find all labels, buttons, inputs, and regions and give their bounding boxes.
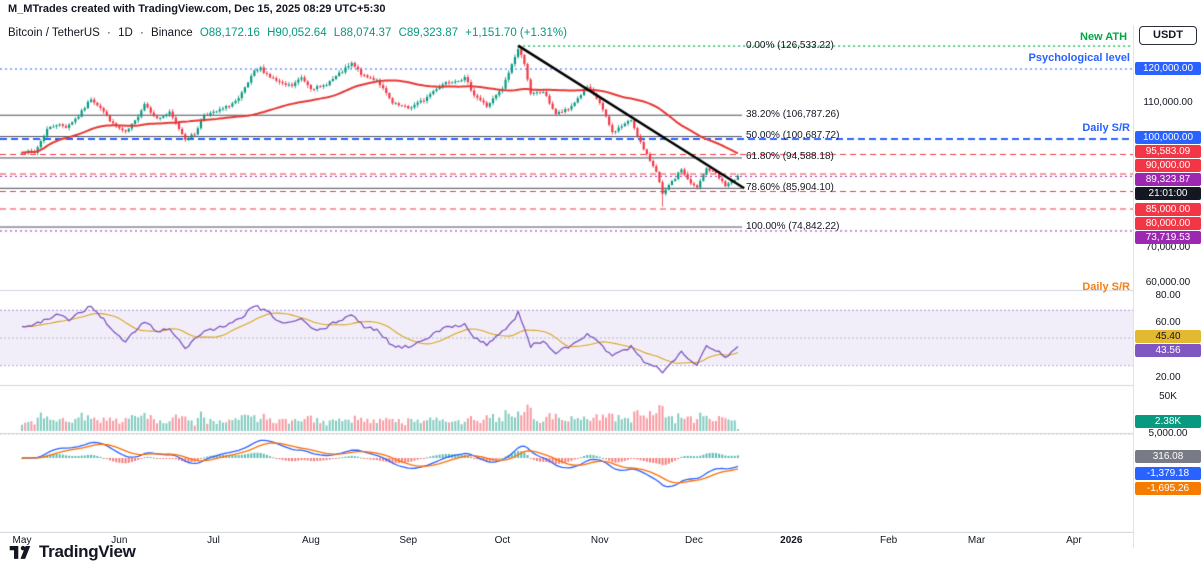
- time-axis-label: 2026: [780, 535, 803, 546]
- watermark-text: M_MTrades created with TradingView.com, …: [8, 3, 386, 15]
- fib-level-label: 50.00% (100,687.72): [746, 130, 840, 142]
- daily-sr-label: Daily S/R: [1082, 122, 1130, 134]
- time-axis-label: Nov: [590, 535, 609, 546]
- time-axis-label: Aug: [301, 535, 320, 546]
- axis-tick-label: 50K: [1159, 391, 1177, 402]
- fib-level-label: 78.60% (85,904.10): [746, 181, 834, 193]
- axis-tick-label: 110,000.00: [1143, 97, 1193, 108]
- axis-tick-label: 60.00: [1155, 317, 1181, 328]
- axis-price-badge: 95,583.09: [1135, 145, 1201, 158]
- time-axis-label: May: [12, 535, 32, 546]
- axis-price-badge: 21:01:00: [1135, 187, 1201, 200]
- axis-price-badge: 45.40: [1135, 330, 1201, 343]
- tradingview-wordmark[interactable]: TradingView: [39, 542, 136, 561]
- axis-tick-label: 20.00: [1155, 372, 1181, 383]
- fib-level-label: 0.00% (126,533.22): [746, 39, 834, 51]
- axis-price-badge: 90,000.00: [1135, 159, 1201, 172]
- fib-level-label: 38.20% (106,787.26): [746, 108, 840, 120]
- tradingview-logo-icon[interactable]: [8, 540, 32, 564]
- axis-tick-label: 70,000.00: [1145, 242, 1191, 253]
- axis-tick-label: 80.00: [1155, 290, 1181, 301]
- axis-price-badge: -1,379.18: [1135, 467, 1201, 480]
- time-axis-label: Mar: [967, 535, 986, 546]
- axis-price-badge: 85,000.00: [1135, 203, 1201, 216]
- axis-price-badge: 80,000.00: [1135, 217, 1201, 230]
- time-axis-label: Feb: [880, 535, 898, 546]
- axis-price-badge: 316.08: [1135, 450, 1201, 463]
- axis-price-badge: -1,695.26: [1135, 482, 1201, 495]
- axis-price-badge: 2.38K: [1135, 415, 1201, 428]
- currency-toggle-button[interactable]: USDT: [1139, 26, 1197, 45]
- fib-level-label: 100.00% (74,842.22): [746, 220, 840, 232]
- axis-price-badge: 89,323.87: [1135, 173, 1201, 186]
- axis-price-badge: 43.56: [1135, 344, 1201, 357]
- time-axis-label: Jul: [207, 535, 220, 546]
- psychological-level-label: Psychological level: [1028, 52, 1131, 64]
- fib-level-label: 61.80% (94,588.18): [746, 151, 834, 163]
- axis-price-badge: 100,000.00: [1135, 131, 1201, 144]
- axis-tick-label: 60,000.00: [1145, 277, 1191, 288]
- daily-sr-orange-label: Daily S/R: [1082, 281, 1130, 293]
- chart-canvas[interactable]: [0, 25, 1133, 533]
- axis-price-badge: 120,000.00: [1135, 62, 1201, 75]
- axis-tick-label: 5,000.00: [1148, 428, 1188, 439]
- time-axis-label: Apr: [1066, 535, 1082, 546]
- time-axis-label: Dec: [685, 535, 703, 546]
- time-axis-label: Sep: [399, 535, 418, 546]
- new-ath-label: New ATH: [1080, 31, 1128, 43]
- time-axis-label: Jun: [111, 535, 128, 546]
- time-axis-label: Oct: [494, 535, 511, 546]
- axis-price-badge: 73,719.53: [1135, 231, 1201, 244]
- tradingview-footer: TradingView: [8, 540, 136, 564]
